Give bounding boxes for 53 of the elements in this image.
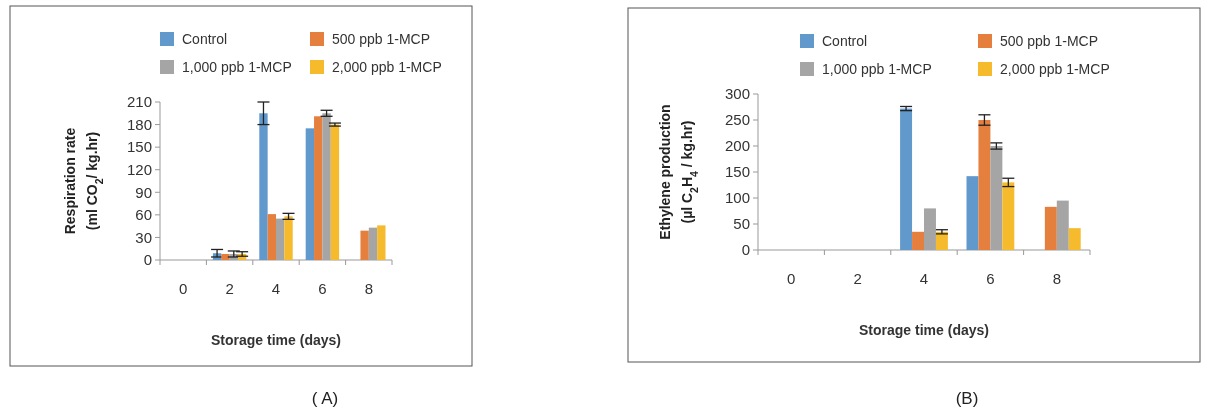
bar [1002, 182, 1015, 250]
bar [221, 253, 230, 260]
x-tick-label: 0 [179, 280, 188, 297]
bar [377, 225, 386, 260]
bar [314, 116, 323, 260]
y-tick-label: 150 [126, 138, 152, 156]
legend-label: 2,000 ppb 1-MCP [1000, 61, 1110, 77]
y-tick-label: 150 [724, 163, 750, 181]
bar [305, 128, 315, 260]
y-tick-label: 180 [126, 115, 152, 133]
x-axis-title: Storage time (days) [859, 322, 989, 338]
y-tick-label: 60 [135, 206, 152, 224]
bar [360, 230, 369, 260]
y-tick-label: 0 [741, 241, 750, 259]
x-tick-label: 8 [364, 280, 373, 297]
x-tick-label: 2 [225, 280, 234, 297]
legend-label: 2,000 ppb 1-MCP [332, 59, 442, 75]
text: ( A) [311, 389, 339, 408]
y-tick-label: 50 [733, 215, 750, 233]
x-tick-label: 8 [1052, 270, 1061, 287]
x-tick-label: 4 [919, 270, 929, 287]
x-tick-label: 4 [271, 280, 281, 297]
text: (B) [955, 389, 979, 408]
bar [330, 124, 340, 260]
legend-label: Control [822, 33, 868, 49]
legend-label: 1,000 ppb 1-MCP [182, 59, 292, 75]
bar [259, 113, 268, 260]
y-tick-label: 300 [724, 85, 750, 103]
y-tick-label: 120 [126, 160, 152, 178]
legend-label: 500 ppb 1-MCP [1000, 33, 1099, 49]
x-axis-title: Storage time (days) [211, 332, 341, 348]
x-tick-label: 0 [787, 270, 796, 287]
x-tick-label: 6 [318, 280, 327, 297]
bar [900, 108, 913, 250]
y-tick-label: 100 [724, 189, 750, 207]
y-tick-label: 210 [126, 93, 152, 111]
y-tick-label: 30 [135, 228, 152, 246]
legend-label: 1,000 ppb 1-MCP [822, 61, 932, 77]
y-tick-label: 0 [143, 251, 152, 269]
y-tick-label: 90 [135, 183, 152, 201]
bar [978, 120, 991, 250]
bar [966, 176, 979, 250]
y-tick-label: 200 [724, 137, 750, 155]
legend-label: Control [182, 31, 228, 47]
bar [267, 214, 276, 260]
legend-label: 500 ppb 1-MCP [332, 31, 431, 47]
x-tick-label: 6 [986, 270, 995, 287]
bar [1068, 228, 1081, 250]
bar [284, 216, 293, 260]
bar [912, 231, 924, 250]
x-tick-label: 2 [853, 270, 862, 287]
bar [1044, 206, 1057, 250]
y-tick-label: 250 [724, 111, 750, 129]
